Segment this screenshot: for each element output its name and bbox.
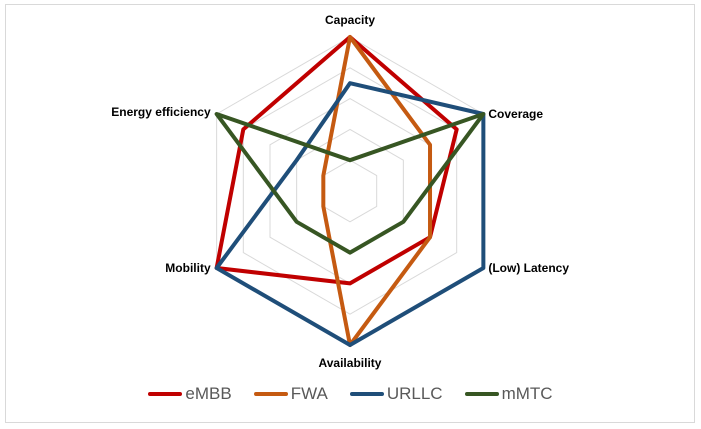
legend-label: FWA [290,384,328,403]
axis-label: Mobility [165,261,211,275]
series-embb [214,35,459,286]
grid-ring [322,159,378,223]
legend-label: mMTC [501,384,553,403]
axis-label: Capacity [325,13,375,27]
legend-item-mmtc: mMTC [464,384,553,404]
series-urllc [214,81,486,347]
axis-labels: Capacity Coverage (Low) Latency Availabilit… [111,13,569,370]
radar-series [214,35,486,347]
axis-label: Energy efficiency [111,105,211,119]
legend: eMBB FWA URLLC mMTC [0,384,701,404]
legend-swatch-icon [253,392,288,396]
legend-swatch-icon [349,392,384,396]
axis-label: Coverage [488,107,543,121]
legend-item-urllc: URLLC [349,384,443,404]
axis-label: (Low) Latency [488,261,569,275]
grid-ring [269,98,431,284]
legend-label: URLLC [386,384,443,403]
legend-item-embb: eMBB [148,384,232,404]
axis-label: Availability [319,356,382,370]
legend-swatch-icon [464,392,499,396]
chart-frame [5,4,695,423]
legend-item-fwa: FWA [253,384,328,404]
series-mmtc [214,112,486,255]
legend-swatch-icon [148,392,183,396]
legend-label: eMBB [185,384,232,403]
